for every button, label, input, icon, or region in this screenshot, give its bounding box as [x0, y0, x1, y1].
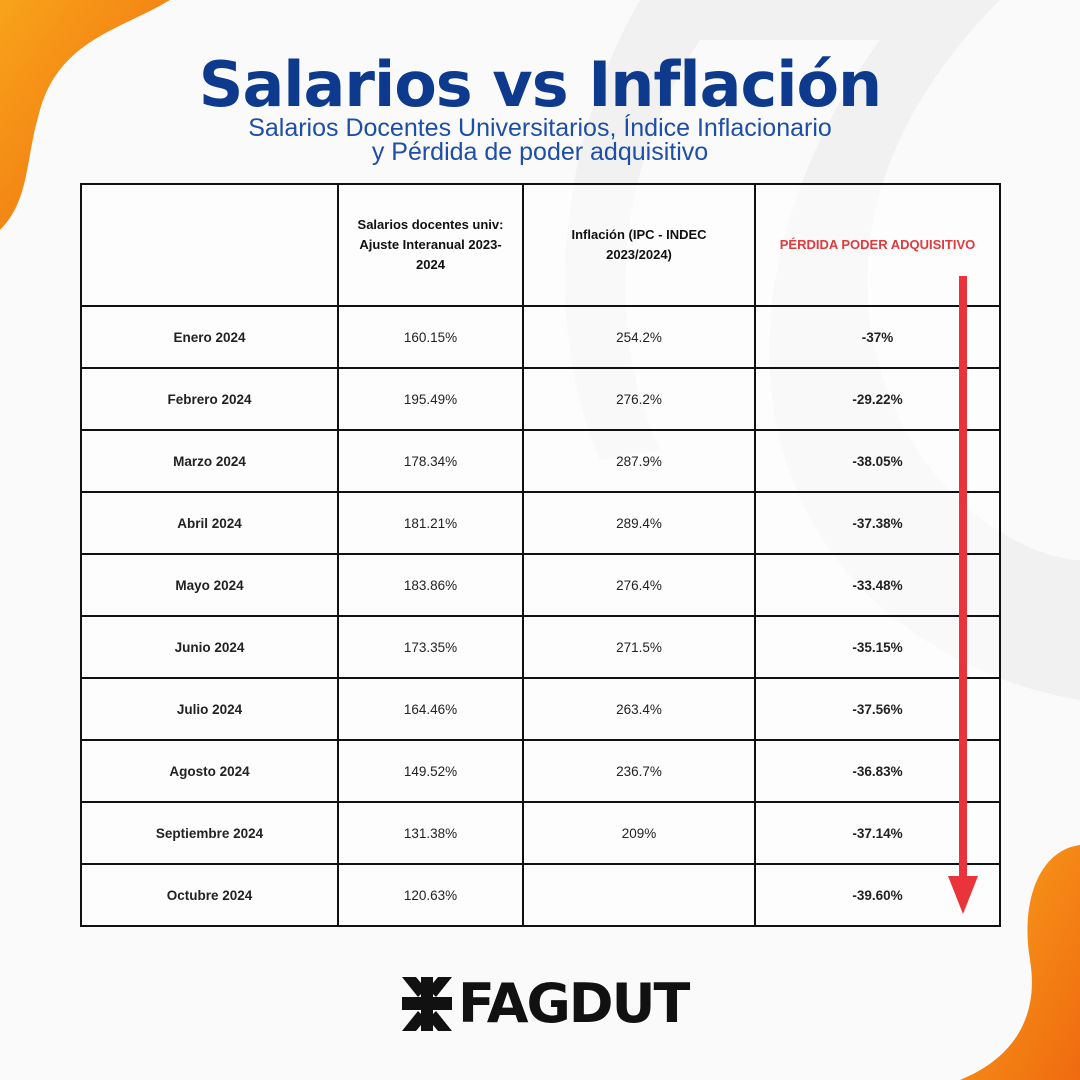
- month-cell: Mayo 2024: [80, 553, 339, 617]
- table-row: Abril 2024 181.21% 289.4% -37.38%: [80, 491, 1001, 555]
- inflation-cell: 263.4%: [522, 677, 756, 741]
- salary-cell: 164.46%: [337, 677, 524, 741]
- inflation-cell: 289.4%: [522, 491, 756, 555]
- header-salary: Salarios docentes univ: Ajuste Interanua…: [337, 183, 524, 307]
- salary-inflation-table: Salarios docentes univ: Ajuste Interanua…: [80, 183, 1001, 927]
- month-cell: Agosto 2024: [80, 739, 339, 803]
- salary-cell: 149.52%: [337, 739, 524, 803]
- down-arrow-icon: [948, 276, 978, 914]
- table-row: Enero 2024 160.15% 254.2% -37%: [80, 305, 1001, 369]
- salary-cell: 120.63%: [337, 863, 524, 927]
- inflation-cell: 276.4%: [522, 553, 756, 617]
- table-row: Marzo 2024 178.34% 287.9% -38.05%: [80, 429, 1001, 493]
- salary-cell: 183.86%: [337, 553, 524, 617]
- header-month: [80, 183, 339, 307]
- inflation-cell: 254.2%: [522, 305, 756, 369]
- table-row: Mayo 2024 183.86% 276.4% -33.48%: [80, 553, 1001, 617]
- salary-cell: 173.35%: [337, 615, 524, 679]
- table-header-row: Salarios docentes univ: Ajuste Interanua…: [80, 183, 1001, 307]
- month-cell: Julio 2024: [80, 677, 339, 741]
- month-cell: Marzo 2024: [80, 429, 339, 493]
- page-title: Salarios vs Inflación: [198, 48, 882, 121]
- inflation-cell: 276.2%: [522, 367, 756, 431]
- salary-cell: 181.21%: [337, 491, 524, 555]
- page-subtitle: Salarios Docentes Universitarios, Índice…: [0, 114, 1080, 166]
- inflation-cell: 287.9%: [522, 429, 756, 493]
- table-row: Agosto 2024 149.52% 236.7% -36.83%: [80, 739, 1001, 803]
- table-row: Febrero 2024 195.49% 276.2% -29.22%: [80, 367, 1001, 431]
- fagdut-logo: FAGDUT: [402, 972, 690, 1035]
- inflation-cell: 236.7%: [522, 739, 756, 803]
- header-inflation: Inflación (IPC - INDEC 2023/2024): [522, 183, 756, 307]
- table-row: Octubre 2024 120.63% -39.60%: [80, 863, 1001, 927]
- month-cell: Febrero 2024: [80, 367, 339, 431]
- table-row: Junio 2024 173.35% 271.5% -35.15%: [80, 615, 1001, 679]
- salary-cell: 131.38%: [337, 801, 524, 865]
- table-row: Julio 2024 164.46% 263.4% -37.56%: [80, 677, 1001, 741]
- inflation-cell: 271.5%: [522, 615, 756, 679]
- month-cell: Octubre 2024: [80, 863, 339, 927]
- month-cell: Junio 2024: [80, 615, 339, 679]
- inflation-cell: 209%: [522, 801, 756, 865]
- subtitle-line-1: Salarios Docentes Universitarios, Índice…: [248, 114, 832, 142]
- logo-wordmark: FAGDUT: [458, 972, 690, 1035]
- table-row: Septiembre 2024 131.38% 209% -37.14%: [80, 801, 1001, 865]
- salary-cell: 160.15%: [337, 305, 524, 369]
- inflation-cell: [522, 863, 756, 927]
- utn-logo-icon: [402, 977, 452, 1031]
- month-cell: Enero 2024: [80, 305, 339, 369]
- subtitle-line-2: y Pérdida de poder adquisitivo: [371, 138, 709, 166]
- salary-cell: 195.49%: [337, 367, 524, 431]
- month-cell: Abril 2024: [80, 491, 339, 555]
- salary-cell: 178.34%: [337, 429, 524, 493]
- month-cell: Septiembre 2024: [80, 801, 339, 865]
